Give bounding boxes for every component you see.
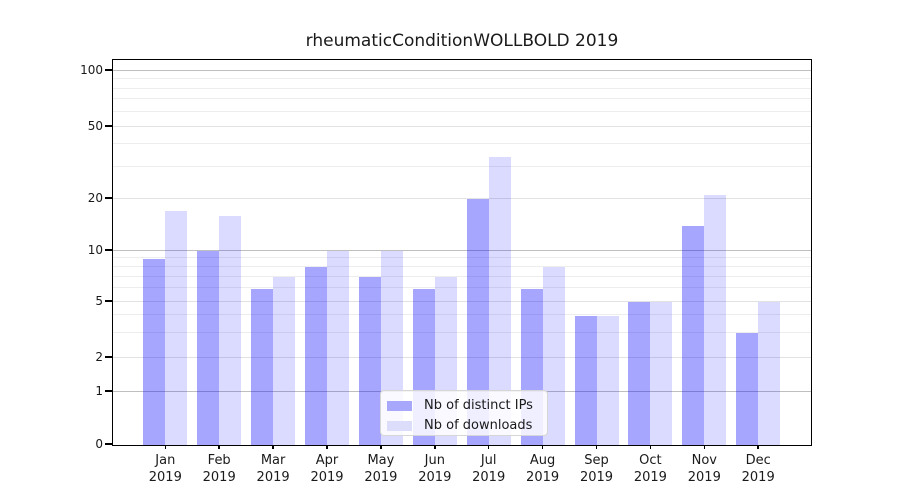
bar-downloads-apr — [327, 251, 349, 445]
bar-distinct-ips-oct — [628, 302, 651, 445]
x-tick-mark-nov — [703, 445, 706, 449]
bar-distinct-ips-nov — [682, 225, 705, 445]
y-tick-mark-10 — [105, 249, 112, 251]
bar-downloads-sep — [596, 315, 619, 445]
x-tick-label-feb: Feb 2019 — [202, 453, 236, 485]
x-tick-mark-mar — [272, 445, 274, 449]
bar-downloads-jan — [165, 211, 188, 445]
y-tick-mark-50 — [105, 125, 112, 127]
y-tick-label-100: 100 — [80, 63, 103, 77]
x-tick-label-jan: Jan 2019 — [148, 453, 182, 485]
bar-downloads-mar — [273, 277, 296, 445]
x-tick-label-sep: Sep 2019 — [579, 453, 614, 485]
bar-downloads-feb — [219, 215, 242, 445]
minor-gridline-y-80 — [113, 87, 811, 89]
minor-gridline-y-30 — [113, 165, 811, 167]
bar-distinct-ips-jan — [143, 258, 166, 445]
x-tick-label-jul: Jul 2019 — [472, 453, 506, 485]
y-tick-label-5: 5 — [95, 294, 103, 308]
bar-distinct-ips-mar — [251, 288, 274, 445]
x-tick-mark-apr — [326, 445, 328, 449]
minor-gridline-y-90 — [113, 78, 811, 79]
legend-label-downloads: Nb of downloads — [424, 418, 533, 433]
x-tick-label-mar: Mar 2019 — [256, 453, 290, 485]
bar-distinct-ips-feb — [197, 251, 220, 445]
gridline-y-100 — [113, 69, 811, 71]
minor-gridline-y-60 — [113, 110, 811, 112]
x-tick-mark-dec — [757, 445, 759, 449]
x-tick-label-nov: Nov 2019 — [687, 453, 721, 485]
gridline-y-10 — [113, 249, 811, 251]
x-tick-label-jun: Jun 2019 — [418, 453, 452, 485]
legend-entry-downloads: Nb of downloads — [387, 418, 547, 434]
gridline-y-5 — [113, 300, 811, 302]
bar-distinct-ips-jul — [466, 199, 489, 445]
x-tick-mark-aug — [541, 445, 544, 449]
x-tick-label-aug: Aug 2019 — [526, 453, 560, 485]
gridline-y-20 — [113, 197, 811, 199]
x-tick-label-oct: Oct 2019 — [633, 453, 667, 485]
x-tick-mark-jul — [487, 445, 490, 449]
x-tick-label-may: May 2019 — [364, 453, 398, 485]
minor-gridline-y-70 — [113, 98, 811, 100]
y-tick-label-2: 2 — [95, 350, 103, 364]
bar-downloads-nov — [704, 195, 727, 445]
gridline-y-2 — [113, 356, 811, 358]
minor-gridline-y-6 — [113, 287, 811, 289]
x-tick-label-dec: Dec 2019 — [741, 453, 775, 485]
legend-entry-distinct-ips: Nb of distinct IPs — [387, 398, 547, 414]
y-tick-mark-1 — [105, 390, 112, 392]
minor-gridline-y-8 — [113, 265, 811, 267]
bar-distinct-ips-may — [358, 277, 381, 445]
x-tick-mark-jun — [434, 445, 436, 449]
minor-gridline-y-7 — [113, 275, 811, 277]
x-tick-mark-oct — [649, 445, 652, 449]
bar-downloads-dec — [758, 302, 781, 445]
y-tick-mark-5 — [105, 300, 112, 302]
bar-downloads-aug — [542, 267, 565, 445]
legend-swatch-distinct-ips — [387, 401, 412, 411]
bar-distinct-ips-apr — [305, 267, 327, 445]
minor-gridline-y-4 — [113, 314, 811, 316]
legend-label-distinct-ips: Nb of distinct IPs — [424, 398, 533, 413]
minor-gridline-y-40 — [113, 143, 811, 145]
chart-title: rheumaticConditionWOLLBOLD 2019 — [305, 31, 619, 51]
bar-distinct-ips-sep — [574, 315, 597, 445]
y-tick-label-1: 1 — [95, 384, 103, 398]
minor-gridline-y-3 — [113, 331, 811, 333]
x-tick-mark-feb — [218, 445, 220, 449]
plot-area: Nb of distinct IPs Nb of downloads — [112, 59, 812, 446]
y-tick-mark-100 — [105, 69, 112, 71]
bar-downloads-oct — [650, 302, 673, 445]
bar-distinct-ips-dec — [736, 333, 759, 445]
y-tick-mark-2 — [105, 356, 112, 358]
y-tick-label-20: 20 — [87, 191, 103, 205]
y-tick-label-0: 0 — [95, 437, 103, 451]
minor-gridline-y-9 — [113, 257, 811, 259]
x-tick-label-apr: Apr 2019 — [310, 453, 344, 485]
bar-downloads-jul — [488, 157, 511, 445]
y-tick-label-50: 50 — [87, 119, 103, 133]
y-tick-mark-20 — [105, 197, 112, 199]
x-tick-mark-sep — [595, 445, 598, 449]
x-tick-mark-may — [380, 445, 382, 449]
legend: Nb of distinct IPs Nb of downloads — [380, 390, 548, 436]
gridline-y-50 — [113, 125, 811, 127]
x-tick-mark-jan — [164, 445, 167, 449]
legend-swatch-downloads — [387, 421, 412, 431]
y-tick-label-10: 10 — [87, 243, 103, 257]
y-tick-mark-0 — [105, 443, 112, 445]
